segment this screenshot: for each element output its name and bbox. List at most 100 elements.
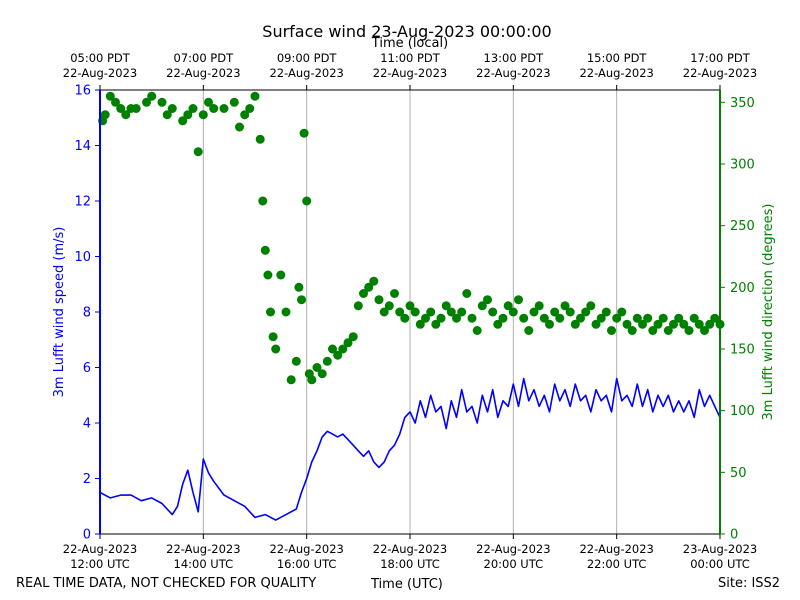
- left-tick-label-7: 14: [74, 139, 91, 154]
- direction-point-104: [627, 326, 637, 335]
- direction-point-20: [219, 104, 229, 113]
- left-tick-label-3: 6: [83, 361, 91, 376]
- right-axis-ticks: 0 50 100 150 200 250 300 350: [720, 96, 755, 543]
- top-tick-date-6: 22-Aug-2023: [683, 66, 757, 80]
- chart-title: Surface wind 23-Aug-2023 00:00:00: [262, 22, 551, 41]
- direction-point-32: [271, 344, 281, 354]
- bottom-tick-date-2: 22-Aug-2023: [269, 542, 343, 556]
- direction-point-57: [384, 301, 394, 311]
- wind-direction-series: [98, 91, 725, 385]
- bottom-tick-date-4: 22-Aug-2023: [476, 542, 550, 556]
- direction-point-47: [333, 350, 343, 360]
- direction-point-34: [281, 307, 291, 317]
- direction-point-12: [167, 104, 177, 113]
- direction-point-60: [400, 313, 410, 323]
- direction-point-85: [529, 307, 539, 317]
- direction-point-107: [643, 313, 653, 323]
- direction-point-68: [441, 301, 451, 311]
- direction-point-22: [235, 122, 244, 132]
- top-tick-label-2: 09:00 PDT: [277, 51, 338, 65]
- right-tick-label-1: 50: [730, 466, 747, 481]
- right-tick-label-5: 250: [730, 219, 755, 234]
- direction-point-28: [260, 245, 270, 255]
- direction-point-93: [570, 319, 580, 329]
- direction-point-65: [426, 307, 436, 317]
- direction-point-8: [142, 97, 151, 107]
- bottom-tick-date-5: 22-Aug-2023: [579, 542, 653, 556]
- direction-point-97: [591, 319, 601, 329]
- direction-point-69: [446, 307, 456, 317]
- direction-point-31: [268, 332, 278, 342]
- top-tick-label-1: 07:00 PDT: [174, 51, 235, 65]
- left-tick-label-8: 16: [74, 84, 91, 99]
- direction-point-101: [612, 313, 622, 323]
- direction-point-25: [250, 91, 260, 101]
- direction-point-115: [684, 326, 694, 335]
- direction-point-24: [245, 104, 255, 113]
- site-label: Site: ISS2: [718, 576, 781, 591]
- direction-point-27: [258, 196, 268, 206]
- direction-point-109: [653, 319, 663, 329]
- direction-point-90: [555, 313, 565, 323]
- direction-point-94: [576, 313, 585, 323]
- direction-point-66: [431, 319, 441, 329]
- direction-point-64: [421, 313, 430, 323]
- left-axis-label: 3m Lufft wind speed (m/s): [52, 227, 67, 398]
- direction-point-43: [312, 363, 322, 372]
- direction-point-96: [586, 301, 596, 311]
- top-tick-date-4: 22-Aug-2023: [476, 66, 550, 80]
- direction-point-23: [240, 110, 250, 120]
- right-axis-label: 3m Lufft wind direction (degrees): [761, 204, 776, 421]
- left-tick-label-5: 10: [74, 250, 91, 265]
- direction-point-48: [338, 344, 348, 354]
- direction-point-21: [229, 97, 239, 107]
- direction-point-95: [581, 307, 591, 317]
- direction-point-86: [534, 301, 544, 311]
- direction-point-42: [307, 375, 317, 385]
- right-tick-label-0: 0: [730, 528, 738, 543]
- direction-point-26: [255, 134, 265, 144]
- direction-point-78: [493, 319, 503, 329]
- direction-point-84: [524, 326, 534, 335]
- bottom-tick-label-1: 14:00 UTC: [174, 557, 234, 571]
- direction-point-92: [565, 307, 575, 317]
- direction-point-7: [131, 104, 141, 113]
- top-tick-date-5: 22-Aug-2023: [579, 66, 653, 80]
- direction-point-38: [297, 295, 306, 305]
- direction-point-114: [679, 319, 689, 329]
- direction-point-36: [291, 356, 301, 366]
- direction-point-82: [514, 295, 523, 305]
- direction-point-91: [560, 301, 570, 311]
- top-tick-date-0: 22-Aug-2023: [63, 66, 137, 80]
- direction-point-99: [601, 307, 611, 317]
- bottom-tick-date-6: 23-Aug-2023: [683, 542, 757, 556]
- direction-point-13: [178, 116, 188, 126]
- top-tick-date-1: 22-Aug-2023: [166, 66, 240, 80]
- direction-point-61: [405, 301, 415, 311]
- right-tick-label-7: 350: [730, 96, 755, 111]
- top-tick-label-0: 05:00 PDT: [70, 51, 131, 65]
- direction-point-113: [674, 313, 684, 323]
- direction-point-56: [379, 307, 389, 317]
- direction-point-87: [539, 313, 549, 323]
- direction-point-71: [457, 307, 467, 317]
- direction-point-3: [111, 97, 120, 107]
- direction-point-102: [617, 307, 627, 317]
- direction-point-117: [694, 319, 704, 329]
- direction-point-19: [209, 104, 219, 113]
- direction-point-67: [436, 313, 446, 323]
- left-axis-ticks: 0 2 4 6 8 10 12 14 16: [74, 84, 100, 543]
- direction-point-15: [188, 104, 198, 113]
- bottom-tick-label-0: 12:00 UTC: [70, 557, 130, 571]
- direction-point-62: [410, 307, 420, 317]
- direction-point-1: [100, 110, 110, 120]
- direction-point-49: [343, 338, 353, 348]
- direction-point-111: [663, 326, 673, 335]
- direction-point-98: [596, 313, 606, 323]
- direction-point-52: [359, 289, 368, 298]
- direction-point-79: [498, 313, 508, 323]
- direction-point-81: [508, 307, 518, 317]
- wind-speed-line: [99, 377, 721, 521]
- direction-point-45: [322, 356, 332, 366]
